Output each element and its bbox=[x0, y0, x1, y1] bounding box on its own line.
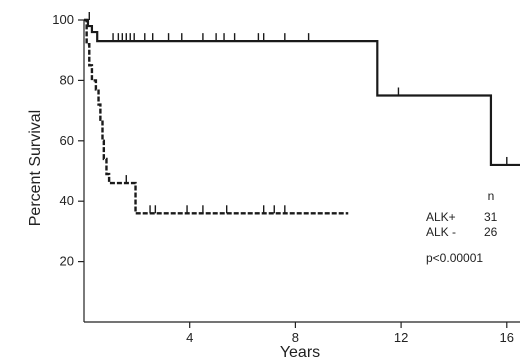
x-axis-title: Years bbox=[280, 344, 320, 361]
legend: n ALK+ 31 ALK - 26 p<0.00001 bbox=[426, 189, 498, 265]
y-tick-label: 20 bbox=[60, 254, 74, 269]
y-tick-label: 60 bbox=[60, 133, 74, 148]
legend-alk-pos-label: ALK+ bbox=[426, 210, 456, 224]
censor-marks bbox=[88, 12, 508, 214]
legend-alk-pos-n: 31 bbox=[484, 210, 498, 224]
legend-n-header: n bbox=[488, 189, 495, 203]
x-tick-label: 8 bbox=[292, 330, 299, 345]
axis-ticks: 4 8 12 16 20 40 60 80 100 bbox=[52, 12, 514, 345]
y-tick-label: 40 bbox=[60, 193, 74, 208]
y-tick-label: 80 bbox=[60, 72, 74, 87]
legend-alk-neg-label: ALK - bbox=[426, 225, 456, 239]
x-tick-label: 16 bbox=[500, 330, 514, 345]
survival-curves bbox=[84, 18, 520, 215]
legend-alk-neg-n: 26 bbox=[484, 225, 498, 239]
y-axis-title: Percent Survival bbox=[27, 110, 44, 227]
p-value-annotation: p<0.00001 bbox=[426, 251, 483, 265]
x-tick-label: 4 bbox=[186, 330, 193, 345]
survival-curve-alk-pos bbox=[84, 18, 520, 167]
axes bbox=[83, 20, 520, 323]
y-tick-label: 100 bbox=[52, 12, 74, 27]
survival-curve-alk-neg bbox=[84, 18, 349, 215]
x-tick-label: 12 bbox=[394, 330, 408, 345]
